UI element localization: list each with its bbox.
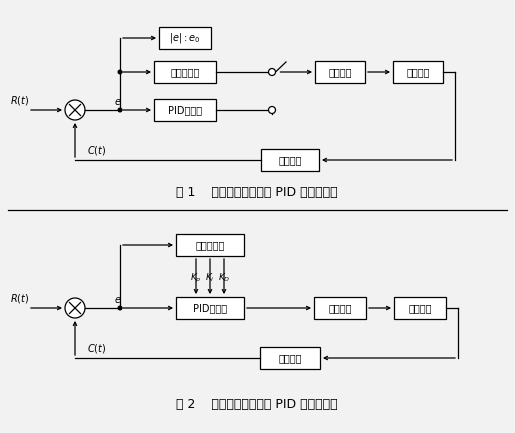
Bar [315, 61, 365, 83]
Text: $C(t)$: $C(t)$ [87, 144, 107, 157]
Text: 图 2    模糊增益自适应的 PID 控制模型图: 图 2 模糊增益自适应的 PID 控制模型图 [176, 398, 338, 411]
Text: 测量装置: 测量装置 [278, 155, 302, 165]
Text: 被控对象: 被控对象 [406, 67, 430, 77]
Text: 模糊控制器: 模糊控制器 [170, 67, 200, 77]
Text: 执行机构: 执行机构 [328, 303, 352, 313]
Circle shape [65, 298, 85, 318]
Bar [393, 61, 443, 83]
Bar [260, 347, 320, 369]
Text: 被控对象: 被控对象 [408, 303, 432, 313]
Text: PID控制器: PID控制器 [193, 303, 227, 313]
Text: $K_D$: $K_D$ [218, 272, 230, 284]
Bar [154, 61, 216, 83]
Circle shape [118, 70, 122, 74]
Bar [176, 297, 244, 319]
Circle shape [118, 108, 122, 112]
Circle shape [118, 306, 122, 310]
Text: 模糊控制器: 模糊控制器 [195, 240, 225, 250]
Bar [394, 297, 446, 319]
Bar [154, 99, 216, 121]
Text: $R(t)$: $R(t)$ [10, 292, 29, 305]
Text: $|e|:e_0$: $|e|:e_0$ [169, 31, 201, 45]
Text: PID控制器: PID控制器 [168, 105, 202, 115]
Text: $e$: $e$ [114, 295, 122, 305]
Text: $C(t)$: $C(t)$ [87, 342, 107, 355]
Bar [159, 27, 211, 49]
Text: 测量装置: 测量装置 [278, 353, 302, 363]
Circle shape [268, 68, 276, 75]
Circle shape [268, 107, 276, 113]
Text: $K_p$: $K_p$ [190, 271, 202, 284]
Text: $R(t)$: $R(t)$ [10, 94, 29, 107]
Text: 图 1    调整控制参数值的 PID 控制模型图: 图 1 调整控制参数值的 PID 控制模型图 [176, 187, 338, 200]
Bar [261, 149, 319, 171]
Circle shape [65, 100, 85, 120]
Bar [314, 297, 366, 319]
Text: $K_i$: $K_i$ [205, 272, 215, 284]
Bar [176, 234, 244, 256]
Text: 执行机构: 执行机构 [328, 67, 352, 77]
Text: $e$: $e$ [114, 97, 122, 107]
